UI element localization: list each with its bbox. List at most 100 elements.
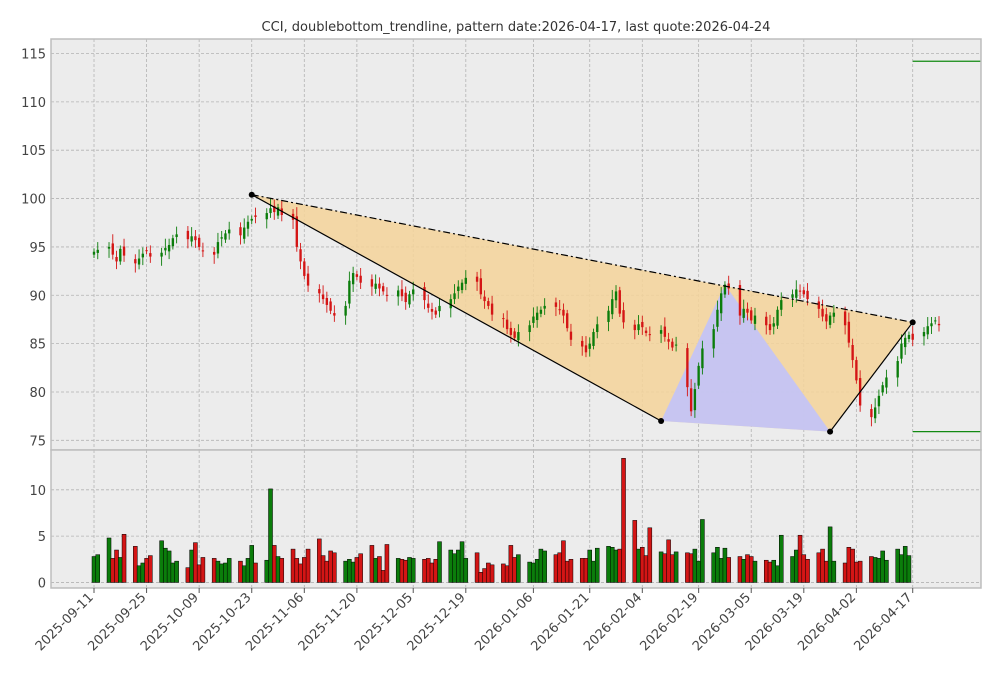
volume-bar <box>850 548 855 583</box>
volume-bar <box>895 548 900 583</box>
candle-body <box>900 343 903 359</box>
candle-body <box>701 348 704 369</box>
volume-bar <box>617 548 623 583</box>
volume-plot-frame <box>50 449 982 589</box>
candle-body <box>299 249 302 262</box>
candle-body <box>622 310 625 323</box>
candle-body <box>611 299 614 315</box>
volume-bar <box>148 555 153 583</box>
candle-body <box>825 314 828 322</box>
candle-body <box>802 290 805 295</box>
resistance-trendline <box>251 194 913 323</box>
candle-body <box>877 395 881 407</box>
candle-body <box>738 285 742 316</box>
volume-bar <box>854 561 859 583</box>
candle-body <box>164 247 167 251</box>
candle-body <box>464 277 467 284</box>
volume-bar <box>824 560 829 583</box>
price-tick-label: 80 <box>29 386 46 401</box>
double-bottom-area <box>661 284 831 432</box>
price-panel: 75 80 85 90 95 100 105 110 115 <box>21 38 982 451</box>
volume-bar <box>906 555 912 583</box>
candle-body <box>633 324 636 331</box>
candle-body <box>295 216 298 247</box>
volume-bar <box>377 556 382 583</box>
candle-body <box>228 229 231 234</box>
candle-body <box>832 312 836 317</box>
volume-bar <box>872 557 878 583</box>
candle-body <box>641 321 644 328</box>
volume-bar <box>568 559 574 583</box>
volume-bar <box>790 556 795 583</box>
candle-body <box>201 250 205 252</box>
candle-body <box>137 258 141 265</box>
candle-body <box>212 251 216 255</box>
candle-body <box>408 294 411 305</box>
candle-body <box>134 259 137 264</box>
candle-body <box>318 289 321 294</box>
candle-body <box>359 275 362 283</box>
candle-body <box>457 286 460 292</box>
volume-bar <box>298 563 303 583</box>
candle-body <box>254 215 257 217</box>
x-tick-label: 2026-04-17 <box>852 590 916 654</box>
volume-bar <box>118 557 123 583</box>
volume-bar <box>880 550 885 583</box>
candle-body <box>566 313 569 329</box>
volume-bar <box>711 552 716 583</box>
candle-body <box>453 293 456 300</box>
candle-body <box>329 301 332 311</box>
volume-tick-label: 0 <box>38 576 46 591</box>
candle-body <box>712 329 715 349</box>
volume-bar <box>294 558 300 583</box>
volume-bar <box>133 546 138 583</box>
candle-body <box>483 296 486 302</box>
candle-body <box>115 256 118 262</box>
candle-body <box>141 253 145 258</box>
candle-body <box>291 213 295 220</box>
pattern-point <box>248 191 255 198</box>
volume-bar <box>215 560 221 583</box>
volume-bar <box>463 558 469 583</box>
price-tick-label: 110 <box>21 96 46 111</box>
volume-bar <box>696 560 701 583</box>
volume-bar <box>842 562 848 583</box>
candle-body <box>697 365 700 386</box>
candle-body <box>502 318 505 320</box>
candle-body <box>250 218 253 221</box>
candle-body <box>851 344 854 361</box>
volume-bar <box>801 554 807 583</box>
volume-bar <box>779 534 784 583</box>
candle-body <box>753 315 757 324</box>
volume-bar <box>763 559 769 583</box>
volume-bar <box>752 560 758 583</box>
volume-bar <box>673 551 679 583</box>
volume-bar <box>486 562 491 583</box>
candle-body <box>798 290 802 292</box>
candle-body <box>543 305 546 309</box>
price-tick-label: 75 <box>29 434 46 449</box>
volume-bar <box>328 550 333 583</box>
candle-body <box>434 310 437 315</box>
candle-body <box>243 227 246 239</box>
volume-bar <box>106 537 112 583</box>
volume-bar <box>662 553 668 583</box>
candle-body <box>145 250 148 252</box>
volume-bar <box>670 554 675 583</box>
candle-body <box>370 279 374 287</box>
candle-body <box>460 282 464 291</box>
volume-bar <box>320 555 326 583</box>
volume-bar <box>902 546 908 583</box>
pattern-line-right-leg <box>829 321 914 432</box>
candle-body <box>517 332 520 341</box>
volume-bar <box>185 567 191 583</box>
volume-bar <box>504 565 510 583</box>
price-tick-label: 90 <box>29 289 46 304</box>
volume-bar <box>380 570 386 583</box>
volume-bar <box>564 560 570 583</box>
volume-bar <box>884 559 889 583</box>
candle-body <box>795 289 798 298</box>
candle-body <box>558 309 561 311</box>
pattern-line-left-leg <box>251 194 662 422</box>
candle-body <box>821 308 824 317</box>
